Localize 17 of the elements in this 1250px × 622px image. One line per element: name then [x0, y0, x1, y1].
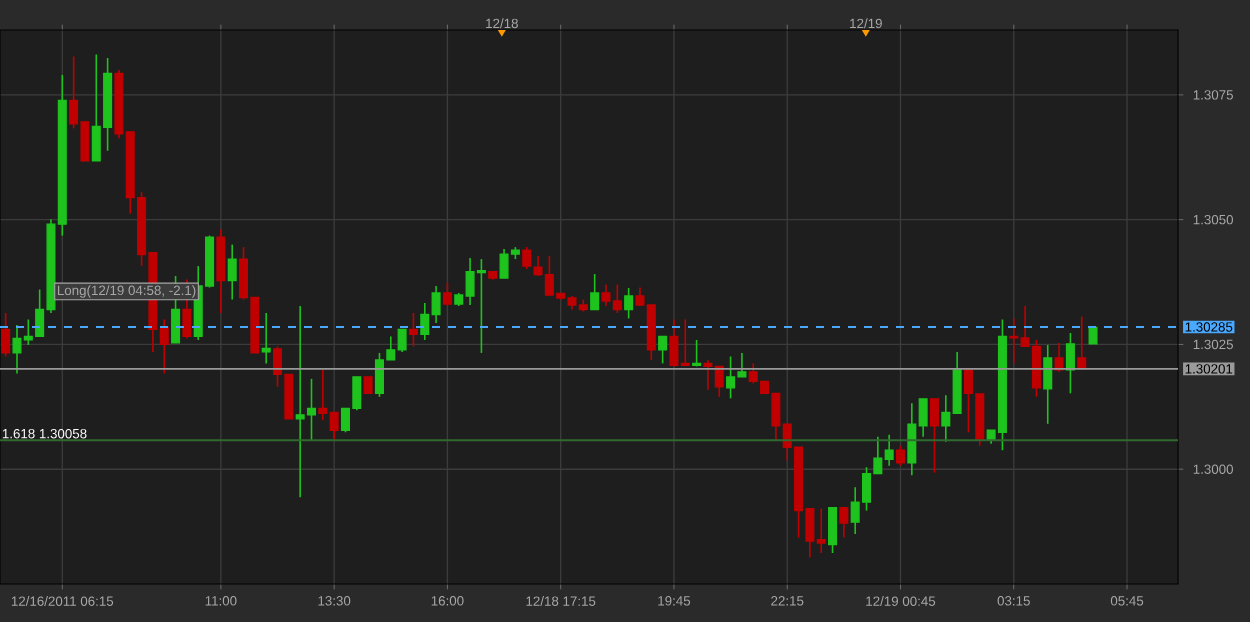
candlestick	[1043, 344, 1053, 425]
candlestick	[216, 228, 226, 314]
candlestick	[1077, 315, 1087, 371]
candlestick	[442, 281, 452, 307]
candlestick	[590, 273, 600, 311]
candlestick	[624, 287, 634, 320]
candlestick	[828, 506, 838, 554]
candlestick	[839, 506, 849, 539]
candlestick	[929, 398, 939, 474]
candlestick	[1065, 332, 1075, 395]
candlestick	[1, 312, 11, 358]
candlestick	[261, 312, 271, 365]
candlestick	[692, 339, 702, 368]
candlestick	[227, 243, 237, 301]
candlestick	[895, 444, 906, 467]
candlestick	[658, 335, 668, 365]
candlestick	[408, 312, 418, 348]
